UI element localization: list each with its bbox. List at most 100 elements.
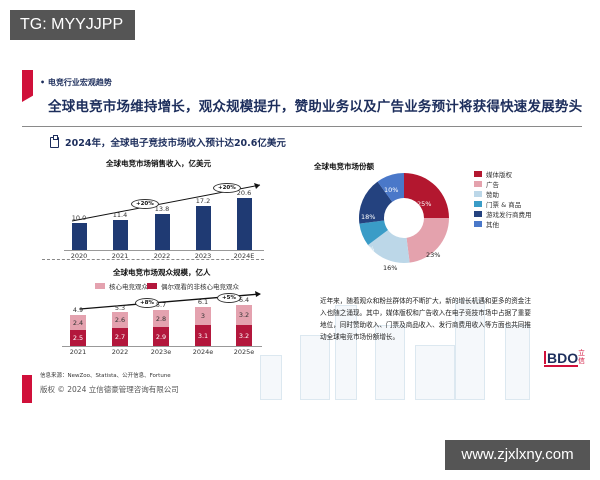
sub-heading: 2024年，全球电子竞技市场收入预计达20.6亿美元 [50, 134, 286, 149]
segment-core: 2.8 [153, 310, 169, 327]
divider [22, 126, 582, 127]
legend-item: 游戏发行商费用 [474, 209, 532, 219]
legend-item: 媒体版权 [474, 169, 512, 179]
legend-label: 广告 [486, 181, 499, 189]
x-axis [64, 250, 264, 251]
bar-total: 6.1 [197, 298, 209, 306]
legend-label: 其他 [486, 221, 499, 229]
market-share-donut [358, 173, 449, 264]
slide: • 电竞行业宏观趋势 全球电竞市场维持增长，观众规模提升，赞助业务以及广告业务预… [0, 55, 600, 405]
audience-chart-title: 全球电竞市场观众规模，亿人 [113, 268, 211, 277]
legend-swatch [474, 211, 482, 217]
revenue-chart-title: 全球电竞市场销售收入，亿美元 [106, 159, 211, 168]
city-bg-building [260, 355, 282, 400]
x-axis [62, 346, 262, 347]
legend-item: 门票 & 商品 [474, 199, 521, 209]
accent-tab [22, 70, 33, 102]
legend-item: 其他 [474, 219, 499, 229]
x-tick: 2021 [69, 348, 87, 356]
x-tick: 2023e [150, 348, 172, 356]
legend-label: 门票 & 商品 [486, 201, 522, 209]
bdo-logo: BDO [544, 350, 579, 367]
x-tick: 2024e [192, 348, 214, 356]
bar-total: 4.9 [72, 306, 84, 314]
legend-label: 游戏发行商费用 [486, 211, 532, 219]
share-chart-title: 全球电竞市场份额 [314, 162, 374, 171]
summary-paragraph: 近年来，随着观众和粉丝群体的不断扩大，新的增长机遇和更多的资金注入也随之涌现。其… [320, 297, 531, 341]
bar-2020 [72, 223, 87, 250]
growth-badge: +5% [217, 293, 241, 303]
legend-item: 核心电竞观众 [95, 281, 148, 291]
x-tick: 2024E [233, 252, 255, 260]
segment-core: 2.4 [70, 315, 86, 330]
x-tick: 2022 [153, 252, 171, 260]
x-tick: 2020 [70, 252, 88, 260]
bar-2023 [196, 206, 211, 250]
slice-label: 16% [383, 264, 398, 272]
slice-label: 23% [426, 251, 441, 259]
growth-badge: +8% [135, 298, 159, 308]
city-bg-building [455, 300, 485, 400]
x-tick: 2023 [194, 252, 212, 260]
slice-label: 18% [361, 213, 376, 221]
x-tick: 2022 [111, 348, 129, 356]
slice-label: 9% [364, 245, 375, 253]
city-bg-building [375, 325, 405, 400]
city-bg-building [505, 325, 530, 400]
source-note: 信息来源：NewZoo、Statista、公开信息、Fortune [40, 373, 171, 379]
bar-2021 [113, 220, 128, 250]
legend-swatch [474, 201, 482, 207]
segment-casual: 3.1 [195, 325, 211, 346]
segment-core: 3 [195, 307, 211, 325]
bar-total: 5.7 [155, 301, 167, 309]
logo-bar [544, 351, 546, 364]
bar-total: 5.3 [114, 304, 126, 312]
growth-badge: +20% [131, 199, 159, 209]
segment-casual: 3.2 [236, 325, 252, 346]
bar-value: 20.6 [236, 189, 252, 197]
watermark-top: TG: MYYJJPP [10, 10, 135, 40]
legend-item: 赞助 [474, 189, 499, 199]
logo-cn: 立信 [578, 349, 585, 365]
legend-item: 偶尔观看的非核心电竞观众 [147, 281, 239, 291]
x-tick: 2021 [111, 252, 129, 260]
segment-casual: 2.5 [70, 330, 86, 346]
section-tag: • 电竞行业宏观趋势 [40, 78, 112, 87]
sub-heading-text: 2024年，全球电子竞技市场收入预计达20.6亿美元 [65, 138, 286, 149]
bar-total: 6.4 [238, 296, 250, 304]
logo-text: BDO [547, 350, 579, 366]
slice-label: 25% [417, 200, 432, 208]
slice-label: 10% [384, 186, 399, 194]
legend-item: 广告 [474, 179, 499, 189]
legend-label: 核心电竞观众 [109, 283, 148, 291]
legend-swatch [147, 283, 157, 289]
bar-value: 17.2 [195, 197, 211, 205]
city-bg-building [415, 345, 455, 400]
bar-2024e [237, 198, 252, 250]
bar-value: 11.4 [112, 211, 128, 219]
legend-swatch [474, 191, 482, 197]
clipboard-icon [50, 134, 59, 148]
legend-label: 偶尔观看的非核心电竞观众 [161, 283, 239, 291]
legend-label: 媒体版权 [486, 171, 512, 179]
page-title: 全球电竞市场维持增长，观众规模提升，赞助业务以及广告业务预计将获得快速发展势头 [48, 99, 583, 115]
segment-core: 2.6 [112, 312, 128, 328]
legend-swatch [474, 171, 482, 177]
growth-badge: +20% [213, 183, 241, 193]
copyright: 版权 © 2024 立信德豪管理咨询有限公司 [40, 385, 179, 394]
city-bg-building [335, 305, 357, 400]
dashed-divider [42, 259, 264, 260]
legend-swatch [474, 181, 482, 187]
bar-value: 10.0 [71, 214, 87, 222]
legend-swatch [95, 283, 105, 289]
watermark-bottom: www.zjxlxny.com [445, 440, 590, 470]
legend-swatch [474, 221, 482, 227]
legend-label: 赞助 [486, 191, 499, 199]
segment-casual: 2.7 [112, 328, 128, 346]
accent-tab-bottom [22, 375, 32, 403]
x-tick: 2025e [233, 348, 255, 356]
segment-core: 3.2 [236, 305, 252, 325]
bar-value: 13.8 [154, 205, 170, 213]
bar-2022 [155, 214, 170, 250]
segment-casual: 2.9 [153, 327, 169, 346]
